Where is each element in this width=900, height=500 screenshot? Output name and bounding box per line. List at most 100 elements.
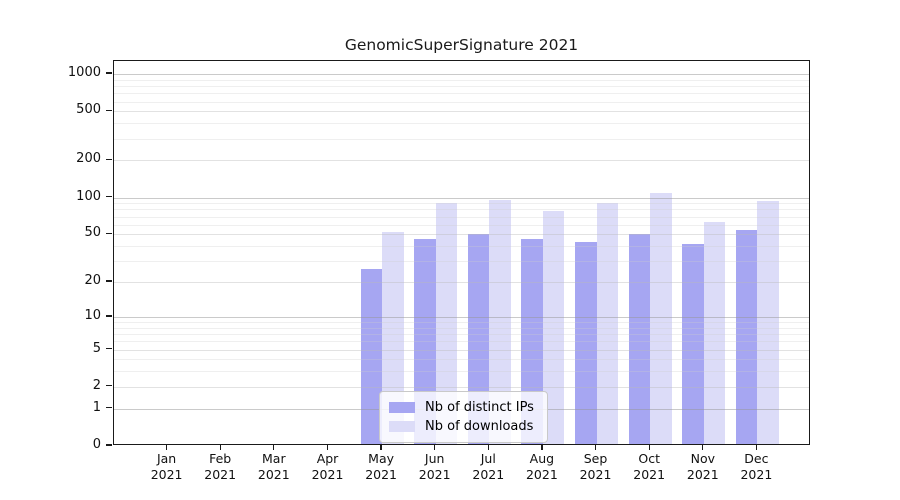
x-tick-mark	[273, 445, 275, 450]
bar-distinct-ips	[575, 241, 597, 444]
bar-distinct-ips	[360, 268, 383, 444]
x-tick-month: Aug	[529, 451, 555, 466]
x-tick-year: 2021	[365, 466, 397, 482]
y-tick-label: 1000	[67, 65, 101, 80]
x-tick-label-aug: Aug 2021	[510, 451, 574, 482]
legend: Nb of distinct IPs Nb of downloads	[379, 391, 548, 443]
x-tick-label-mar: Mar 2021	[242, 451, 306, 482]
gridline-1000	[114, 74, 809, 75]
y-tick-label: 20	[84, 273, 101, 289]
x-tick-label-sep: Sep 2021	[564, 451, 628, 482]
gridline-90	[114, 203, 809, 205]
x-tick-month: May	[368, 451, 395, 466]
x-tick-month: Jun	[424, 451, 445, 466]
x-tick-label-feb: Feb 2021	[188, 451, 252, 482]
x-tick-label-dec: Dec 2021	[724, 451, 788, 482]
x-tick-mark	[648, 445, 650, 450]
gridline-600	[114, 101, 809, 103]
y-tick-label: 10	[84, 307, 101, 323]
gridline-500	[114, 111, 809, 113]
x-tick-year: 2021	[311, 466, 344, 482]
y-tick-mark	[106, 407, 112, 409]
legend-swatch-distinct-ips	[389, 402, 415, 413]
y-tick-mark	[106, 158, 112, 161]
x-tick-month: Dec	[744, 451, 769, 466]
gridline-900	[114, 79, 809, 81]
y-tick-mark	[106, 315, 112, 317]
y-tick-label: 50	[84, 225, 101, 241]
y-tick-label: 2	[92, 377, 101, 393]
y-tick-mark	[106, 280, 112, 282]
x-tick-year: 2021	[686, 466, 719, 482]
x-tick-label-oct: Oct 2021	[617, 451, 681, 482]
x-tick-year: 2021	[633, 466, 666, 482]
y-tick-label: 1	[92, 399, 101, 415]
y-tick-mark	[106, 109, 112, 111]
plot-area	[113, 60, 810, 445]
legend-item-downloads: Nb of downloads	[389, 417, 534, 436]
chart-title: GenomicSuperSignature 2021	[344, 36, 579, 54]
x-tick-mark	[380, 445, 382, 450]
x-tick-year: 2021	[472, 466, 505, 482]
x-tick-year: 2021	[740, 466, 773, 482]
gridline-400	[114, 123, 809, 125]
x-tick-label-jan: Jan 2021	[135, 451, 199, 482]
x-tick-month: Mar	[262, 451, 286, 466]
x-tick-label-jun: Jun 2021	[403, 451, 467, 482]
x-tick-year: 2021	[579, 466, 612, 482]
y-tick-label: 0	[92, 437, 101, 452]
y-tick-mark	[106, 195, 112, 198]
bar-distinct-ips	[735, 230, 758, 444]
x-tick-mark	[594, 445, 597, 450]
y-tick-mark	[106, 385, 112, 387]
gridline-200	[114, 160, 809, 162]
x-tick-label-may: May 2021	[349, 451, 413, 482]
x-tick-month: Jan	[156, 451, 177, 466]
y-tick-label: 200	[76, 151, 101, 167]
x-tick-mark	[434, 445, 436, 450]
bar-downloads	[542, 210, 565, 444]
bar-distinct-ips	[682, 244, 704, 444]
x-tick-label-jul: Jul 2021	[456, 451, 520, 482]
legend-swatch-downloads	[389, 421, 415, 432]
bar-downloads	[596, 202, 619, 444]
x-tick-label-nov: Nov 2021	[671, 451, 735, 482]
y-tick-mark	[106, 232, 112, 234]
bar-downloads	[489, 199, 511, 444]
x-tick-mark	[326, 445, 329, 450]
x-tick-mark	[755, 445, 758, 450]
y-tick-label: 100	[76, 188, 101, 204]
bar-downloads	[435, 202, 458, 444]
y-tick-mark	[106, 444, 112, 446]
gridline-300	[114, 138, 809, 140]
x-tick-month: Oct	[638, 451, 660, 466]
x-tick-label-apr: Apr 2021	[296, 451, 360, 482]
x-tick-month: Nov	[690, 451, 715, 466]
legend-item-distinct-ips: Nb of distinct IPs	[389, 398, 534, 417]
gridline-80	[114, 209, 809, 211]
gridline-70	[114, 216, 809, 218]
x-tick-month: Jul	[480, 451, 496, 466]
gridline-100	[114, 197, 809, 199]
y-tick-label: 500	[76, 102, 101, 118]
x-tick-year: 2021	[150, 466, 183, 482]
legend-label: Nb of downloads	[425, 419, 534, 434]
bar-distinct-ips	[628, 234, 651, 444]
x-tick-mark	[702, 445, 704, 450]
gridline-700	[114, 93, 809, 95]
y-tick-mark	[106, 72, 112, 74]
x-tick-year: 2021	[257, 466, 290, 482]
x-tick-mark	[165, 445, 168, 450]
x-tick-mark	[487, 445, 489, 450]
x-tick-year: 2021	[418, 466, 451, 482]
gridline-800	[114, 86, 809, 87]
x-tick-month: Sep	[583, 451, 608, 466]
x-tick-year: 2021	[204, 466, 237, 482]
bar-downloads	[703, 221, 726, 444]
legend-label: Nb of distinct IPs	[425, 400, 534, 415]
x-tick-month: Apr	[316, 451, 339, 466]
bar-downloads	[757, 201, 779, 444]
bar-downloads	[650, 192, 672, 444]
y-tick-mark	[106, 347, 112, 350]
